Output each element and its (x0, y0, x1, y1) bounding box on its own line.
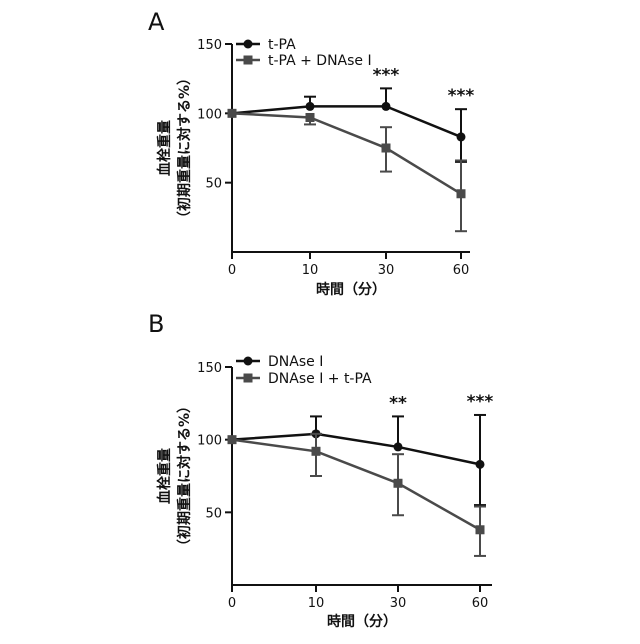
legend-label: t-PA + DNAse I (268, 53, 372, 69)
panel-letter: A (148, 8, 165, 36)
y-tick-label: 100 (197, 107, 222, 122)
data-point (228, 435, 237, 444)
x-tick-label: 60 (472, 596, 489, 611)
series-line (232, 113, 461, 193)
panel-letter: B (148, 310, 164, 338)
legend-item: t-PA (236, 37, 296, 53)
data-point (228, 109, 237, 118)
series-2 (228, 109, 468, 231)
series-line (232, 434, 480, 465)
data-point (476, 460, 485, 469)
significance-label: *** (373, 65, 400, 85)
legend-item: t-PA + DNAse I (236, 53, 372, 69)
significance-label: ** (389, 393, 407, 413)
y-tick-label: 100 (197, 434, 222, 449)
y-axis-title: 血栓重量 (156, 448, 173, 504)
legend-label: DNAse I (268, 354, 323, 370)
y-tick-label: 150 (197, 361, 222, 376)
x-tick-label: 0 (228, 263, 236, 278)
series-1 (228, 415, 487, 505)
x-tick-label: 30 (378, 263, 395, 278)
y-axis-subtitle: （初期重量に対する%） (176, 71, 193, 225)
y-axis-title: 血栓重量 (156, 120, 173, 176)
x-tick-label: 10 (302, 263, 319, 278)
data-point (312, 447, 321, 456)
x-tick-label: 10 (308, 596, 325, 611)
legend-label: DNAse I + t-PA (268, 371, 372, 387)
legend-marker (244, 40, 253, 49)
data-point (306, 113, 315, 122)
y-axis-subtitle: （初期重量に対する%） (176, 399, 193, 553)
series-2 (228, 434, 487, 556)
y-tick-label: 150 (197, 38, 222, 53)
x-axis-title: 時間（分） (327, 613, 397, 630)
data-point (457, 132, 466, 141)
x-tick-label: 30 (390, 596, 407, 611)
legend-item: DNAse I (236, 354, 323, 370)
significance-label: *** (448, 86, 475, 106)
legend-label: t-PA (268, 37, 296, 53)
data-point (394, 442, 403, 451)
chart-panel-b: B501001500103060時間（分）血栓重量（初期重量に対する%）****… (148, 310, 493, 630)
chart-panel-a: A 50 100 150 0 10 30 60 時間（分） 血栓重量（初期重量に対する%） *** *… (148, 8, 474, 298)
legend-marker (244, 374, 253, 383)
data-point (382, 144, 391, 153)
series-line (232, 440, 480, 530)
y-tick-label: 50 (205, 177, 222, 192)
data-point (306, 102, 315, 111)
data-point (382, 102, 391, 111)
x-tick-label: 0 (228, 596, 236, 611)
legend-item: DNAse I + t-PA (236, 371, 372, 387)
data-point (457, 189, 466, 198)
legend-marker (244, 56, 253, 65)
significance-label: *** (467, 392, 494, 412)
data-point (476, 525, 485, 534)
legend-marker (244, 357, 253, 366)
y-tick-label: 50 (205, 506, 222, 521)
data-point (394, 479, 403, 488)
series-1 (228, 88, 468, 161)
x-axis-title: 時間（分） (316, 281, 386, 298)
x-tick-label: 60 (453, 263, 470, 278)
